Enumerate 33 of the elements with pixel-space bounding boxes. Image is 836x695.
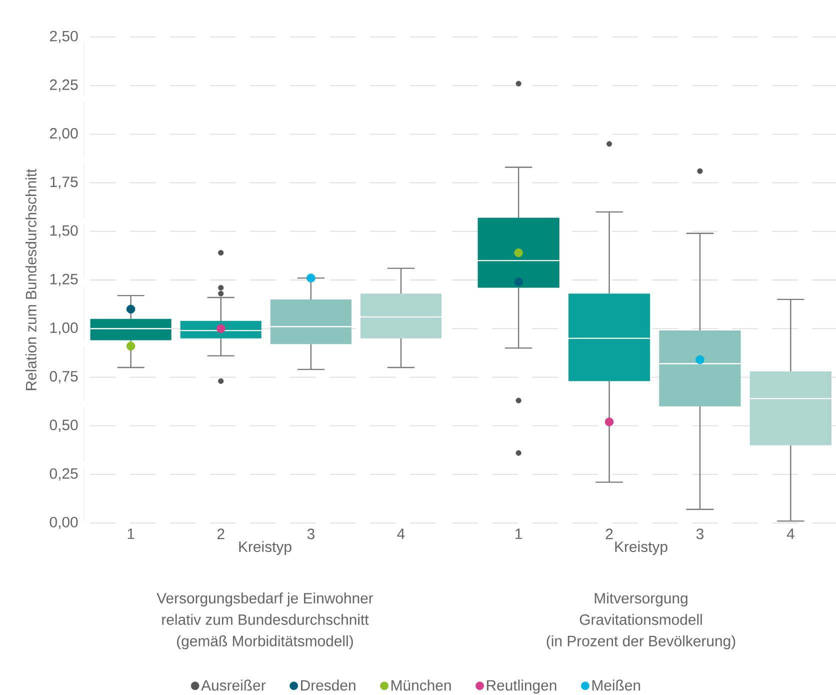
y-tick-label: 2,50 [50, 30, 78, 44]
y-tick-label: 0,75 [50, 371, 78, 384]
y-tick-label: 2,00 [50, 128, 78, 140]
legend-label: Meißen [592, 680, 640, 691]
y-tick-label: 1,75 [50, 176, 78, 189]
x-tick-label: 1 [516, 528, 522, 539]
y-tick-label: 0,25 [50, 468, 78, 481]
y-axis-title: Relation zum Bundesdurchschnitt [25, 168, 36, 390]
text: Versorgungsbedarf je Einwohner [156, 592, 374, 606]
text: (in Prozent der Bevölkerung) [546, 635, 736, 650]
y-tick-label: 1,25 [50, 274, 78, 286]
x-axis-title: Kreistyp [239, 541, 292, 555]
x-tick-label: 1 [128, 528, 134, 539]
x-tick-label: 3 [696, 528, 704, 540]
text: (gemäß Morbiditätsmodell) [177, 635, 353, 650]
x-axis-title: Kreistyp [615, 541, 668, 555]
text: Gravitationsmodell [580, 614, 702, 625]
x-tick-label: 4 [786, 528, 794, 539]
text: Mitversorgung [594, 592, 688, 606]
y-tick-label: 1,50 [50, 225, 78, 238]
y-tick-label: 2,25 [50, 79, 78, 92]
legend-label: Dresden [301, 680, 356, 691]
x-tick-label: 2 [217, 528, 224, 540]
text: relativ zum Bundesdurchschnitt [162, 614, 369, 625]
legend-label: Reutlingen [486, 680, 556, 694]
legend-label: Ausreißer [201, 680, 266, 691]
legend-label: München [392, 680, 451, 691]
y-tick-label: 0,50 [50, 420, 78, 432]
x-tick-label: 4 [397, 528, 405, 539]
y-tick-label: 1,00 [50, 322, 78, 335]
x-tick-label: 2 [606, 528, 613, 540]
y-tick-label: 0,00 [50, 516, 78, 530]
x-tick-label: 3 [307, 528, 314, 540]
